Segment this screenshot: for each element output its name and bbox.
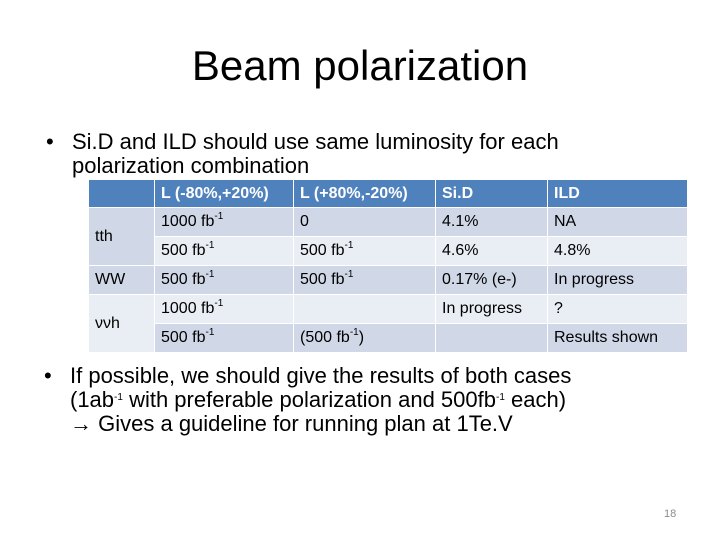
table-cell: Results shown: [547, 323, 688, 353]
right-arrow-icon: →: [70, 411, 92, 436]
table-cell: (500 fb-1): [293, 323, 436, 353]
table-cell: [435, 323, 548, 353]
slide-title: Beam polarization: [191, 42, 529, 89]
table-cell: 0.17% (e-): [435, 265, 548, 295]
bullet-2-line-2: (1ab-1 with preferable polarization and …: [70, 387, 567, 412]
table-row: ννh 1000 fb-1 In progress ?: [88, 294, 688, 353]
table-row: 500 fb-1 500 fb-1 4.6% 4.8%: [89, 236, 688, 266]
table-cell: ?: [547, 294, 688, 324]
bullet-dot-icon: •: [44, 363, 52, 388]
bullet-2-line-1: If possible, we should give the results …: [70, 363, 572, 388]
table-cell: [293, 294, 436, 324]
table-cell: 1000 fb-1: [154, 294, 294, 324]
page-number: 18: [664, 508, 677, 520]
bullet-1-line-1: Si.D and ILD should use same luminosity …: [72, 129, 559, 154]
row-label: WW: [88, 265, 155, 295]
table-cell: 500 fb-1: [293, 236, 436, 266]
table-cell: 4.1%: [435, 207, 548, 237]
bullet-dot-icon: •: [46, 129, 54, 154]
bullet-2-line-3: → Gives a guideline for running plan at …: [70, 411, 513, 436]
header-cell: ILD: [547, 179, 688, 208]
table-cell: 500 fb-1: [293, 265, 436, 295]
table-cell: 500 fb-1: [154, 265, 294, 295]
table-cell: In progress: [435, 294, 548, 324]
header-cell: L (+80%,-20%): [293, 179, 436, 208]
table-row: tth 1000 fb-1 0 4.1% NA: [88, 207, 688, 266]
table-cell: In progress: [547, 265, 688, 295]
header-cell: L (-80%,+20%): [154, 179, 294, 208]
bullet-2: • If possible, we should give the result…: [44, 363, 572, 436]
table-header-row: L (-80%,+20%) L (+80%,-20%) Si.D ILD: [88, 179, 688, 208]
table-row: WW 500 fb-1 500 fb-1 0.17% (e-) In progr…: [88, 265, 688, 295]
header-cell: Si.D: [435, 179, 548, 208]
table-cell: 0: [293, 207, 436, 237]
table-cell: 4.8%: [547, 236, 688, 266]
table-row: 500 fb-1 (500 fb-1) Results shown: [89, 323, 688, 353]
header-cell: [88, 179, 155, 208]
table-cell: 4.6%: [435, 236, 548, 266]
table-cell: 500 fb-1: [154, 323, 294, 353]
row-label: ννh: [88, 294, 155, 353]
row-label: tth: [88, 207, 155, 266]
table-cell: 500 fb-1: [154, 236, 294, 266]
bullet-1-line-2: polarization combination: [72, 153, 310, 178]
bullet-1: • Si.D and ILD should use same luminosit…: [46, 129, 559, 178]
luminosity-table: L (-80%,+20%) L (+80%,-20%) Si.D ILD tth…: [88, 179, 688, 353]
table-cell: NA: [547, 207, 688, 237]
table-cell: 1000 fb-1: [154, 207, 294, 237]
